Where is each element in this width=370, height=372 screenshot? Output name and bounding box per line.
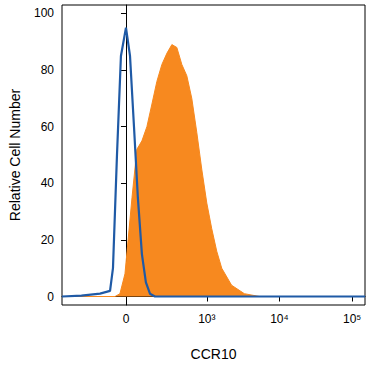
svg-text:CCR10: CCR10 [191,346,237,362]
svg-text:10⁴: 10⁴ [270,312,289,326]
svg-text:Relative Cell Number: Relative Cell Number [7,89,23,222]
svg-text:0: 0 [123,312,130,326]
svg-text:10³: 10³ [198,312,215,326]
svg-text:20: 20 [41,233,55,247]
svg-text:100: 100 [34,6,54,20]
svg-text:0: 0 [47,290,54,304]
svg-text:80: 80 [41,63,55,77]
svg-text:60: 60 [41,120,55,134]
svg-text:10⁵: 10⁵ [343,312,361,326]
svg-text:40: 40 [41,176,55,190]
